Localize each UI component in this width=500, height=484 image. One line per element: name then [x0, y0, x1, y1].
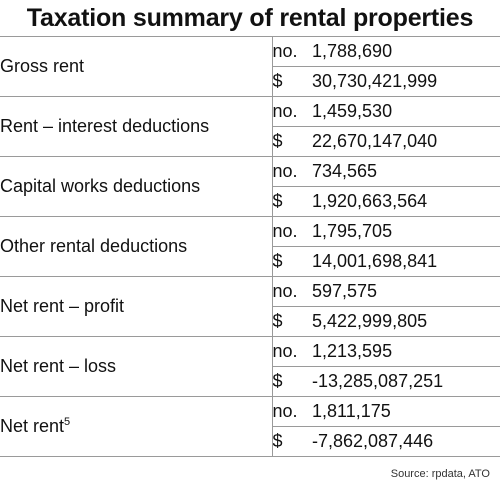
row-label: Capital works deductions	[0, 156, 272, 217]
count-unit: no.	[271, 216, 312, 247]
table-row: Capital works deductions no. 734,565	[0, 156, 500, 217]
count-value: 734,565	[312, 156, 500, 187]
row-label: Rent – interest deductions	[0, 96, 272, 157]
summary-table: Gross rent no. 1,788,690 $ 30,730,421,99…	[0, 36, 500, 457]
amount-unit: $	[271, 246, 312, 277]
footnote-marker: 5	[64, 416, 71, 428]
table-row: Rent – interest deductions no. 1,459,530	[0, 96, 500, 157]
count-unit: no.	[271, 36, 312, 67]
amount-value: 1,920,663,564	[312, 186, 500, 217]
count-value: 1,213,595	[312, 336, 500, 367]
table-row: $ 5,422,999,805	[0, 306, 500, 337]
table-row: Other rental deductions no. 1,795,705	[0, 216, 500, 277]
page-title: Taxation summary of rental properties	[26, 4, 474, 32]
count-unit: no.	[271, 156, 312, 187]
count-unit: no.	[271, 336, 312, 367]
amount-unit: $	[271, 366, 312, 397]
table-row: Gross rent no. 1,788,690	[0, 36, 500, 97]
amount-unit: $	[271, 186, 312, 217]
count-unit: no.	[271, 396, 312, 427]
table-row: Net rent – profit no. 597,575	[0, 276, 500, 337]
count-value: 597,575	[312, 276, 500, 307]
amount-value: 22,670,147,040	[312, 126, 500, 157]
amount-value: -7,862,087,446	[312, 426, 500, 457]
row-label: Other rental deductions	[0, 216, 272, 277]
amount-unit: $	[271, 306, 312, 337]
amount-unit: $	[271, 126, 312, 157]
table-row: Net rent5 no. 1,811,175	[0, 396, 500, 457]
table-row: $ 22,670,147,040	[0, 126, 500, 157]
table-row: $ -7,862,087,446	[0, 426, 500, 457]
amount-value: -13,285,087,251	[312, 366, 500, 397]
count-value: 1,795,705	[312, 216, 500, 247]
table-row: Net rent – loss no. 1,213,595	[0, 336, 500, 397]
count-unit: no.	[271, 276, 312, 307]
amount-value: 5,422,999,805	[312, 306, 500, 337]
row-label: Net rent5	[0, 396, 272, 457]
amount-value: 30,730,421,999	[312, 66, 500, 97]
amount-unit: $	[271, 426, 312, 457]
count-unit: no.	[271, 96, 312, 127]
count-value: 1,459,530	[312, 96, 500, 127]
row-label: Net rent – loss	[0, 336, 272, 397]
count-value: 1,811,175	[312, 396, 500, 427]
row-label: Net rent – profit	[0, 276, 272, 337]
table-row: $ 14,001,698,841	[0, 246, 500, 277]
table-row: $ 1,920,663,564	[0, 186, 500, 217]
amount-unit: $	[271, 66, 312, 97]
source-note: Source: rpdata, ATO	[390, 468, 490, 480]
table-row: $ 30,730,421,999	[0, 66, 500, 97]
count-value: 1,788,690	[312, 36, 500, 67]
amount-value: 14,001,698,841	[312, 246, 500, 277]
table-row: $ -13,285,087,251	[0, 366, 500, 397]
row-label: Gross rent	[0, 36, 272, 97]
